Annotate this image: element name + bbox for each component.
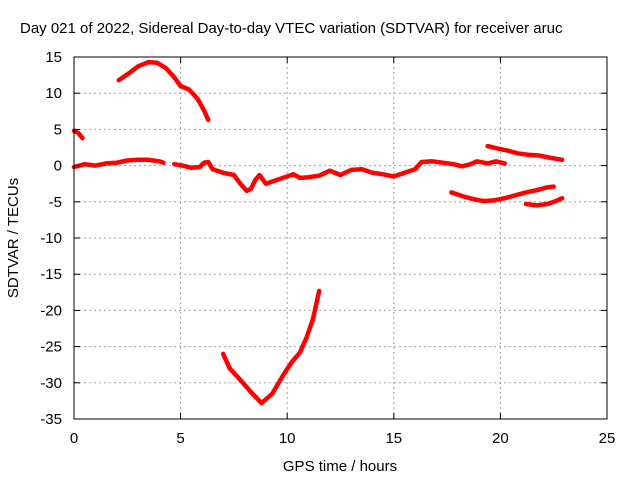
y-tick-label: -20	[40, 302, 62, 319]
plot-frame	[73, 56, 608, 420]
y-tick-label: 0	[54, 158, 62, 175]
x-tick-label: 0	[70, 430, 78, 447]
chart-title: Day 021 of 2022, Sidereal Day-to-day VTE…	[20, 20, 563, 37]
y-tick-label: -15	[40, 266, 62, 283]
y-tick-labels: 15 10 5 0 -5 -10 -15 -20 -25 -30 -35	[40, 49, 62, 428]
x-tick-label: 5	[176, 430, 184, 447]
y-tick-label: -35	[40, 411, 62, 428]
series-line-arc-4	[171, 159, 273, 194]
series-line-arc-2	[116, 59, 211, 123]
series-line-arc-7	[449, 184, 556, 204]
y-tick-label: -10	[40, 230, 62, 247]
y-tick-label: 10	[45, 85, 62, 102]
grid-layer	[74, 57, 607, 419]
x-tick-label: 25	[599, 430, 616, 447]
series-line-arc-1	[71, 128, 85, 141]
y-tick-label: -30	[40, 375, 62, 392]
y-tick-label: 15	[45, 49, 62, 66]
series-line-arc-6	[485, 143, 565, 163]
y-tick-label: -5	[49, 194, 62, 211]
series-line-arc-8	[523, 195, 565, 208]
series-line-arc-3	[71, 157, 166, 170]
series-line-arc-5	[267, 159, 507, 185]
x-tick-label: 10	[279, 430, 296, 447]
x-tick-labels: 0 5 10 15 20 25	[70, 430, 616, 447]
x-axis-title: GPS time / hours	[283, 458, 397, 475]
series-layer	[71, 59, 565, 406]
x-tick-label: 15	[385, 430, 402, 447]
y-axis-title: SDTVAR / TECUs	[5, 178, 22, 298]
y-tick-label: 5	[54, 121, 62, 138]
x-tick-label: 20	[492, 430, 509, 447]
y-tick-label: -25	[40, 339, 62, 356]
series-line-arc-9	[220, 288, 322, 406]
